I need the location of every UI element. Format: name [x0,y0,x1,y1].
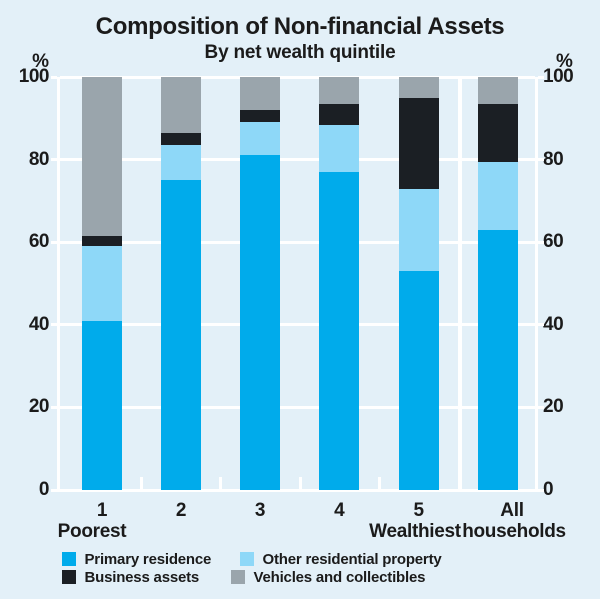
axis-tick-right-0 [538,488,544,492]
y-axis-line-left [57,77,60,492]
y-tick-label-right-20: 20 [543,396,564,418]
bar-1-segment-primary-residence [82,320,122,490]
axis-tick-left-0 [51,488,57,492]
axis-tick-right-60 [538,240,544,244]
legend-item-business-assets: Business assets [62,568,200,586]
axis-tick-left-40 [51,323,57,327]
axis-tick-left-20 [51,405,57,409]
bar-2 [161,77,201,490]
axis-tick-right-20 [538,405,544,409]
bar-2-segment-vehicles-and-collectibles [161,77,201,133]
axis-tick-left-80 [51,158,57,162]
legend-item-vehicles-and-collectibles: Vehicles and collectibles [231,568,426,586]
bar-2-segment-business-assets [161,132,201,146]
chart-title: Composition of Non-financial Assets [95,13,505,40]
axis-tick-right-100 [538,75,544,79]
x-sublabel-households: households [462,521,566,542]
axis-tick-left-60 [51,240,57,244]
x-tick-label-1: 1 [96,500,108,521]
bar-1-segment-other-residential-property [82,246,122,321]
x-tick-label-4: 4 [334,500,345,521]
legend-item-primary-residence: Primary residence [62,550,212,568]
bar-5-segment-primary-residence [398,271,439,490]
y-axis-unit-right: % [556,51,573,72]
x-tick-label-All: All [500,500,524,521]
y-tick-label-right-40: 40 [543,313,564,335]
y-tick-label-left-40: 40 [28,313,50,335]
x-axis-midtick-4 [377,477,381,490]
legend-swatch-other-residential-property [240,552,254,566]
chart-subtitle: By net wealth quintile [204,42,396,63]
legend-label-business-assets: Business assets [84,568,200,586]
x-axis-midtick-1 [139,477,143,490]
x-sublabel-poorest: Poorest [57,521,127,542]
bar-2-segment-primary-residence [161,180,201,490]
y-tick-label-left-0: 0 [38,479,50,500]
legend-swatch-primary-residence [62,552,76,566]
y-tick-label-left-100: 100 [18,66,50,87]
bar-5-segment-vehicles-and-collectibles [398,77,439,98]
x-tick-label-2: 2 [175,500,187,521]
x-axis-baseline [57,488,538,492]
axis-tick-right-80 [538,158,544,162]
y-tick-label-right-0: 0 [543,479,554,500]
x-sublabel-wealthiest: Wealthiest [369,521,461,542]
y-tick-label-right-60: 60 [543,231,564,253]
x-axis-midtick-3 [298,477,302,490]
bar-3-segment-primary-residence [240,155,280,490]
bar-1 [82,77,122,490]
bar-5 [398,77,439,490]
plot-area [51,75,544,492]
y-tick-label-left-80: 80 [28,148,50,170]
legend-label-vehicles-and-collectibles: Vehicles and collectibles [253,568,426,586]
bar-All-segment-primary-residence [478,229,518,490]
bar-All-segment-other-residential-property [478,161,518,230]
bar-4-segment-vehicles-and-collectibles [319,77,360,104]
bar-2-segment-other-residential-property [161,145,201,181]
bar-4-segment-business-assets [319,103,360,125]
bar-4-segment-other-residential-property [319,124,360,172]
bar-5-segment-other-residential-property [398,188,439,272]
y-tick-label-left-20: 20 [28,396,50,418]
y-tick-label-right-80: 80 [543,148,564,170]
bar-All-segment-business-assets [478,103,518,162]
legend-swatch-business-assets [62,570,76,584]
x-tick-label-3: 3 [254,500,266,521]
bar-5-segment-business-assets [398,97,439,189]
bar-4-segment-primary-residence [319,172,360,490]
legend-swatch-vehicles-and-collectibles [231,570,245,584]
y-axis-unit-left: % [32,51,49,72]
axis-tick-right-40 [538,323,544,327]
bar-All-segment-vehicles-and-collectibles [478,77,518,104]
bar-4 [319,77,360,490]
x-tick-label-5: 5 [413,500,425,521]
gridline-80 [60,158,535,162]
gridline-20 [60,405,535,409]
bar-3-segment-vehicles-and-collectibles [240,77,280,111]
bar-1-segment-business-assets [82,236,122,247]
gridline-60 [60,240,535,244]
x-axis-midtick-2 [219,477,223,490]
bar-1-segment-vehicles-and-collectibles [82,77,122,237]
y-tick-label-right-100: 100 [543,66,574,87]
bar-3-segment-business-assets [240,110,280,123]
bar-All [478,77,518,490]
bar-3-segment-other-residential-property [240,122,280,156]
axis-tick-left-100 [51,75,57,79]
legend-item-other-residential-property: Other residential property [240,550,442,568]
legend-label-other-residential-property: Other residential property [262,550,442,568]
legend-label-primary-residence: Primary residence [84,550,212,568]
y-tick-label-left-60: 60 [28,231,50,253]
gridline-100 [60,75,535,79]
all-households-separator [457,77,462,492]
y-axis-line-right [535,77,538,492]
bar-3 [240,77,280,490]
gridline-40 [60,323,535,327]
